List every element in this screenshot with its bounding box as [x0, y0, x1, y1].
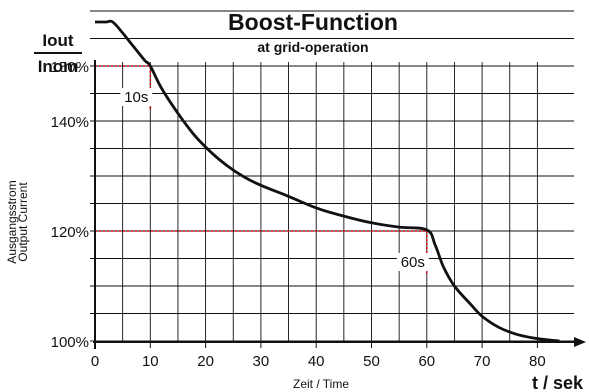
- x-tick-label: 20: [197, 353, 214, 370]
- x-axis-unit-label: t / sek: [532, 373, 584, 392]
- y-tick-label: 140%: [51, 114, 89, 131]
- y-fraction-numerator: Iout: [42, 31, 73, 50]
- annotations: 10s 60s: [120, 88, 429, 271]
- y-tick-label: 150%: [51, 59, 89, 76]
- x-tick-label: 40: [308, 353, 325, 370]
- y-tick-label: 100%: [51, 334, 89, 351]
- x-tick-label: 10: [142, 353, 159, 370]
- annotation-label: 10s: [124, 89, 148, 106]
- y-axis-title-line-2: Output Current: [16, 182, 30, 262]
- x-axis-title: Zeit / Time: [293, 377, 349, 391]
- x-tick-label: 0: [91, 353, 99, 370]
- x-tick-label: 70: [474, 353, 491, 370]
- annotation-background: [120, 88, 153, 106]
- y-tick-label: 120%: [51, 224, 89, 241]
- y-axis-title: Ausgangsstrom Output Current: [5, 180, 30, 263]
- output-current-curve: [94, 19, 560, 343]
- x-tick-label: 50: [363, 353, 380, 370]
- chart-title: Boost-Function: [228, 9, 398, 35]
- y-fraction-denominator: Inom: [38, 57, 79, 76]
- y-tick-labels: 100% 120% 140% 150%: [51, 59, 89, 351]
- y-axis-title-line-1: Ausgangsstrom: [5, 180, 19, 263]
- x-axis-arrowhead: [574, 337, 586, 347]
- grid-lines: [90, 10, 574, 348]
- annotation-background: [396, 253, 429, 271]
- axes: [93, 60, 586, 349]
- y-axis-fraction-label: Iout Inom: [34, 31, 82, 76]
- x-tick-label: 80: [529, 353, 546, 370]
- chart-subtitle: at grid-operation: [257, 39, 368, 55]
- x-tick-label: 60: [418, 353, 435, 370]
- x-tick-label: 30: [253, 353, 270, 370]
- x-tick-labels: 0 10 20 30 40 50 60 70 80: [91, 353, 546, 370]
- annotation-label: 60s: [401, 254, 425, 271]
